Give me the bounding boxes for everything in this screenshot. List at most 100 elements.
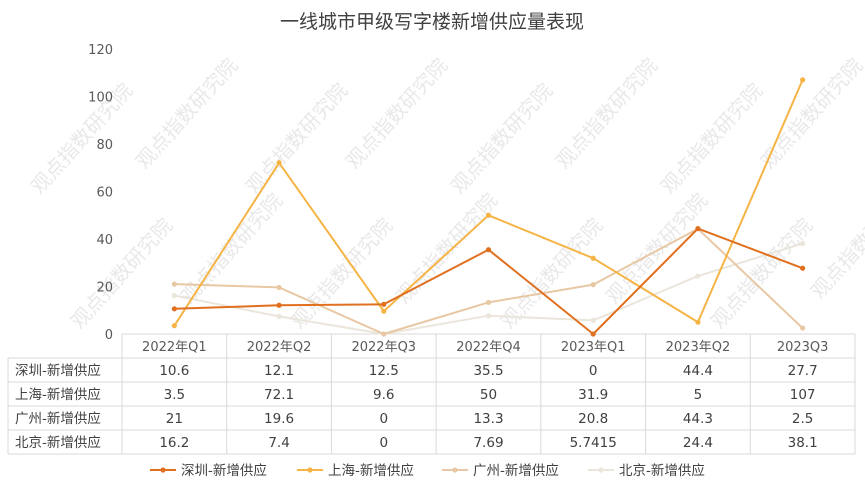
watermark-text: 观点指数研究院: [26, 78, 138, 198]
table-cell-value: 7.69: [473, 435, 503, 451]
watermark-text: 观点指数研究院: [756, 53, 865, 173]
data-point: [276, 302, 282, 308]
table-cell-value: 0: [379, 435, 388, 451]
table-cell-value: 107: [790, 387, 816, 403]
watermark-text: 观点指数研究院: [601, 188, 713, 308]
legend-marker: [598, 467, 604, 473]
data-point: [800, 240, 806, 247]
watermark-text: 观点指数研究院: [496, 213, 608, 333]
data-point: [381, 331, 387, 337]
legend-marker: [160, 467, 166, 473]
legend: 深圳-新增供应 上海-新增供应 广州-新增供应 北京-新增供应: [150, 462, 705, 479]
table-cell-value: 2.5: [792, 411, 813, 427]
x-tick-label: 2022年Q1: [142, 340, 207, 355]
table-cell-value: 20.8: [578, 411, 608, 427]
legend-label: 北京-新增供应: [619, 462, 705, 479]
watermark-text: 观点指数研究院: [706, 213, 818, 333]
table-row-label: 上海-新增供应: [15, 386, 101, 403]
table-cell-value: 13.3: [473, 411, 503, 427]
table-cell-value: 9.6: [373, 387, 394, 403]
table-cell-value: 12.5: [369, 363, 399, 379]
watermark-text: 观点指数研究院: [806, 183, 865, 303]
data-point: [276, 284, 282, 291]
data-point: [800, 325, 806, 331]
y-tick-label: 100: [88, 91, 113, 106]
x-tick-label: 2022年Q3: [351, 340, 416, 355]
watermark-text: 观点指数研究院: [446, 78, 558, 198]
table-cell-value: 5.7415: [570, 435, 617, 451]
watermark-text: 观点指数研究院: [656, 78, 768, 198]
data-point: [485, 212, 492, 218]
data-point: [171, 306, 177, 312]
y-tick-label: 40: [96, 233, 113, 248]
data-point: [485, 247, 492, 253]
watermark-text: 观点指数研究院: [551, 53, 663, 173]
x-tick-label: 2022年Q2: [247, 340, 312, 355]
table-row-label: 深圳-新增供应: [15, 362, 101, 379]
legend-label: 深圳-新增供应: [181, 462, 267, 479]
y-tick-label: 0: [105, 328, 113, 343]
y-tick-label: 80: [96, 138, 113, 153]
x-tick-label: 2023Q3: [777, 340, 829, 355]
table-cell-value: 35.5: [473, 363, 503, 379]
y-tick-label: 60: [96, 186, 113, 201]
y-tick-label: 20: [96, 281, 113, 296]
data-point: [171, 281, 177, 287]
watermark-text: 观点指数研究院: [176, 188, 288, 308]
data-point: [590, 282, 596, 288]
table-cell-value: 12.1: [264, 363, 294, 379]
watermark-text: 观点指数研究院: [131, 53, 243, 173]
y-axis: 0 20 40 60 80 100 120: [88, 43, 113, 343]
table-cell-value: 50: [480, 387, 497, 403]
table-cell-value: 27.7: [788, 363, 818, 379]
table-row-label: 广州-新增供应: [15, 410, 101, 427]
data-table: 2022年Q1 2022年Q2 2022年Q3 2022年Q4 2023年Q1 2023年…: [7, 333, 856, 455]
watermark-text: 观点指数研究院: [341, 53, 453, 173]
table-cell-value: 19.6: [264, 411, 294, 427]
data-point: [381, 301, 387, 307]
y-tick-label: 120: [88, 43, 113, 58]
watermark-layer: 观点指数研究院观点指数研究院观点指数研究院观点指数研究院观点指数研究院观点指数研…: [26, 53, 865, 333]
data-point: [590, 255, 596, 261]
watermark-text: 观点指数研究院: [66, 213, 178, 333]
table-cell-value: 31.9: [578, 387, 608, 403]
data-point: [695, 319, 701, 325]
table-row-label: 北京-新增供应: [15, 434, 101, 451]
table-cell-value: 0: [589, 363, 598, 379]
plot-area: [171, 77, 806, 337]
table-cell-value: 16.2: [159, 435, 189, 451]
x-tick-label: 2023年Q2: [666, 340, 731, 355]
legend-label: 广州-新增供应: [473, 462, 559, 479]
data-point: [276, 313, 282, 320]
data-point: [485, 299, 492, 306]
table-cell-value: 7.4: [268, 435, 289, 451]
table-cell-value: 0: [379, 411, 388, 427]
table-cell-value: 3.5: [164, 387, 185, 403]
x-tick-label: 2023年Q1: [561, 340, 626, 355]
data-point: [381, 308, 387, 314]
data-point: [590, 331, 596, 337]
table-cell-value: 38.1: [788, 435, 818, 451]
table-cell-value: 21: [166, 411, 183, 427]
data-point: [800, 77, 806, 83]
data-point: [695, 225, 701, 232]
table-cell-value: 72.1: [264, 387, 294, 403]
data-point: [171, 292, 177, 299]
legend-marker: [307, 467, 313, 473]
data-point: [590, 317, 596, 323]
table-cell-value: 5: [694, 387, 703, 403]
data-point: [171, 323, 177, 329]
table-cell-value: 10.6: [159, 363, 189, 379]
data-point: [695, 273, 701, 279]
table-cell-value: 44.3: [683, 411, 713, 427]
data-point: [276, 160, 282, 166]
data-point: [800, 265, 806, 271]
legend-label: 上海-新增供应: [328, 462, 414, 479]
table-cell-value: 44.4: [683, 363, 713, 379]
legend-marker: [452, 467, 458, 473]
chart-title: 一线城市甲级写字楼新增供应量表现: [280, 11, 584, 33]
data-point: [485, 313, 492, 319]
watermark-text: 观点指数研究院: [241, 78, 353, 198]
x-tick-label: 2022年Q4: [456, 340, 521, 355]
